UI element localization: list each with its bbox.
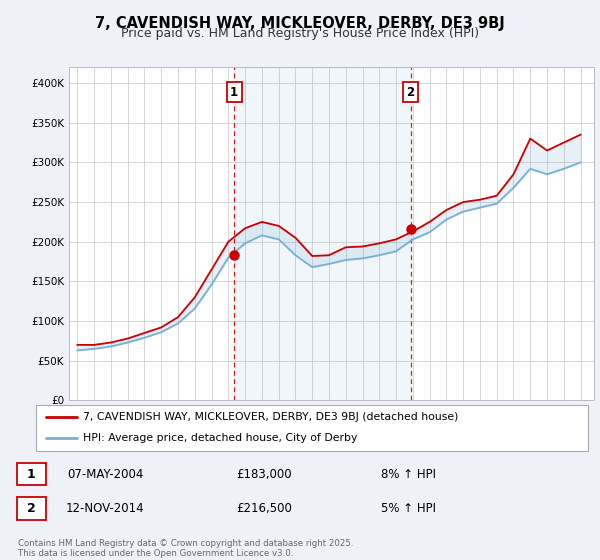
- Text: 8% ↑ HPI: 8% ↑ HPI: [380, 468, 436, 480]
- Text: Price paid vs. HM Land Registry's House Price Index (HPI): Price paid vs. HM Land Registry's House …: [121, 27, 479, 40]
- Text: Contains HM Land Registry data © Crown copyright and database right 2025.
This d: Contains HM Land Registry data © Crown c…: [18, 539, 353, 558]
- Text: 7, CAVENDISH WAY, MICKLEOVER, DERBY, DE3 9BJ: 7, CAVENDISH WAY, MICKLEOVER, DERBY, DE3…: [95, 16, 505, 31]
- FancyBboxPatch shape: [36, 405, 588, 451]
- Text: HPI: Average price, detached house, City of Derby: HPI: Average price, detached house, City…: [83, 433, 357, 444]
- Text: 1: 1: [230, 86, 238, 99]
- Text: 07-MAY-2004: 07-MAY-2004: [67, 468, 143, 480]
- Text: 2: 2: [27, 502, 35, 515]
- Text: £183,000: £183,000: [236, 468, 292, 480]
- Text: 1: 1: [27, 468, 35, 480]
- Text: 7, CAVENDISH WAY, MICKLEOVER, DERBY, DE3 9BJ (detached house): 7, CAVENDISH WAY, MICKLEOVER, DERBY, DE3…: [83, 412, 458, 422]
- Bar: [234, 67, 410, 400]
- Text: 5% ↑ HPI: 5% ↑ HPI: [380, 502, 436, 515]
- Bar: [17, 497, 46, 520]
- Text: 2: 2: [407, 86, 415, 99]
- Bar: [17, 463, 46, 486]
- Text: 12-NOV-2014: 12-NOV-2014: [65, 502, 145, 515]
- Text: £216,500: £216,500: [236, 502, 292, 515]
